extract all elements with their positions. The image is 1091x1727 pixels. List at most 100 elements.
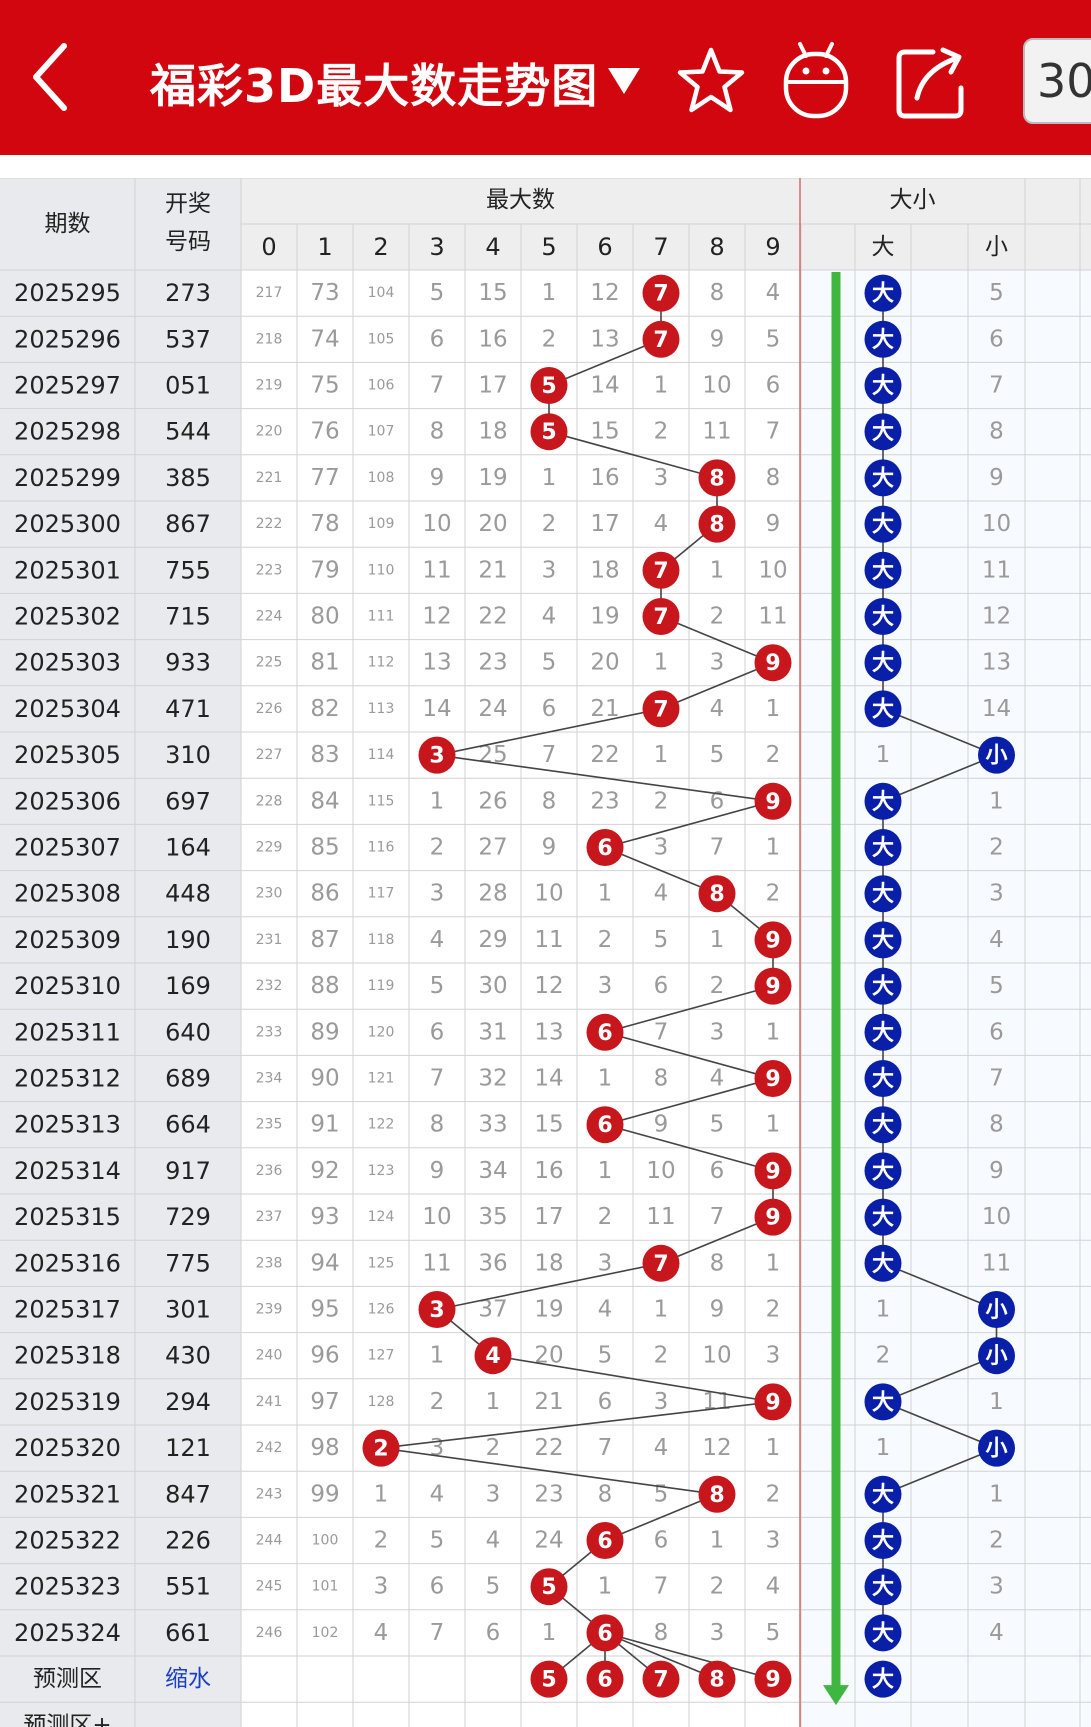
miss-value: 86	[310, 881, 339, 907]
row-draw-number: 867	[165, 510, 211, 538]
miss-value: 6	[766, 373, 781, 399]
small-miss-value: 2	[989, 1528, 1004, 1554]
svg-text:大: 大	[872, 1113, 894, 1138]
row-draw-number: 551	[165, 1573, 211, 1601]
miss-value: 2	[542, 326, 557, 352]
miss-value: 37	[478, 1297, 507, 1323]
header-draw-line1: 开奖	[165, 191, 211, 217]
header-digit-4: 4	[485, 233, 500, 261]
miss-value: 101	[312, 1579, 339, 1595]
miss-value: 14	[534, 1066, 563, 1092]
miss-value: 220	[256, 424, 283, 440]
miss-value: 34	[478, 1158, 507, 1184]
row-draw-number: 273	[165, 279, 211, 307]
miss-value: 21	[534, 1389, 563, 1415]
max-digit-ball: 7	[642, 598, 680, 635]
page-title[interactable]: 福彩3D最大数走势图	[150, 59, 599, 113]
miss-value: 229	[256, 840, 283, 856]
android-icon[interactable]	[780, 38, 852, 122]
miss-value: 10	[422, 1204, 451, 1230]
share-icon[interactable]	[893, 44, 969, 120]
miss-value: 3	[710, 1620, 725, 1646]
period-count-select[interactable]: 30	[1023, 38, 1091, 124]
miss-value: 83	[310, 742, 339, 768]
row-period: 2025317	[14, 1296, 121, 1324]
svg-text:大: 大	[872, 882, 894, 907]
row-period: 2025303	[14, 649, 121, 677]
miss-value: 3	[598, 1250, 613, 1276]
miss-value: 76	[310, 419, 339, 445]
miss-value: 11	[646, 1204, 675, 1230]
miss-value: 18	[478, 419, 507, 445]
max-digit-ball: 9	[754, 1152, 792, 1190]
miss-value: 218	[256, 331, 283, 347]
svg-text:9: 9	[765, 928, 780, 953]
miss-value: 87	[310, 927, 339, 953]
svg-text:9: 9	[765, 1206, 780, 1231]
miss-value: 11	[422, 557, 451, 583]
row-period: 2025311	[14, 1018, 121, 1046]
miss-value: 80	[310, 604, 339, 630]
row-draw-number: 661	[165, 1619, 211, 1647]
shrink-link[interactable]: 缩水	[165, 1666, 211, 1692]
svg-text:小: 小	[985, 1298, 1007, 1323]
miss-value: 1	[766, 1250, 781, 1276]
row-draw-number: 689	[165, 1065, 211, 1093]
trend-table: 期数 开奖 号码 最大数 大小 0 1 2 3 4 5 6 7 8 9 大小 2025295 273 217 73 10…	[0, 178, 1091, 1727]
miss-value: 2	[542, 511, 557, 537]
miss-value: 1	[766, 1435, 781, 1461]
star-icon[interactable]	[676, 46, 746, 114]
back-arrow-icon[interactable]	[30, 42, 70, 112]
size-area-bg	[800, 270, 1091, 1727]
max-digit-ball: 9	[754, 1060, 792, 1097]
miss-value: 227	[256, 747, 283, 763]
big-ball: 大	[864, 1060, 902, 1097]
svg-text:大: 大	[872, 1252, 894, 1277]
max-digit-ball: 7	[642, 690, 680, 728]
max-digit-ball: 3	[418, 1291, 456, 1328]
miss-value: 2	[766, 742, 781, 768]
miss-value: 75	[310, 373, 339, 399]
miss-value: 9	[710, 1297, 725, 1323]
small-miss-value: 7	[989, 1066, 1004, 1092]
miss-value: 33	[478, 1112, 507, 1138]
row-period: 2025314	[14, 1157, 121, 1185]
big-ball: 大	[864, 921, 902, 959]
miss-value: 4	[598, 1297, 613, 1323]
row-draw-number: 226	[165, 1527, 211, 1555]
small-miss-value: 1	[989, 1389, 1004, 1415]
header-digit-7: 7	[653, 233, 668, 261]
miss-value: 8	[710, 1250, 725, 1276]
grid-lines	[0, 178, 1091, 1727]
miss-value: 21	[478, 557, 507, 583]
row-draw-number: 385	[165, 464, 211, 492]
row-period: 2025321	[14, 1480, 121, 1508]
miss-value: 230	[256, 886, 283, 902]
row-draw-number: 164	[165, 834, 211, 862]
svg-text:大: 大	[872, 1067, 894, 1092]
max-trend-line	[380, 293, 774, 1680]
row-period: 2025305	[14, 741, 121, 769]
miss-value: 3	[766, 1528, 781, 1554]
row-draw-number: 448	[165, 880, 211, 908]
svg-text:大: 大	[872, 605, 894, 630]
miss-value: 10	[534, 881, 563, 907]
miss-value: 4	[654, 1435, 669, 1461]
max-digit-ball: 9	[754, 782, 792, 820]
row-period: 2025310	[14, 972, 121, 1000]
triangle-down-icon[interactable]	[606, 66, 642, 98]
miss-value: 6	[654, 1528, 669, 1554]
miss-value: 4	[430, 927, 445, 953]
miss-value: 6	[430, 1019, 445, 1045]
max-digit-ball: 9	[754, 967, 792, 1005]
miss-value: 1	[542, 280, 557, 306]
small-miss-value: 3	[989, 1574, 1004, 1600]
big-ball: 大	[864, 551, 902, 589]
miss-value: 7	[710, 835, 725, 861]
miss-value: 10	[422, 511, 451, 537]
big-ball: 大	[864, 829, 902, 866]
svg-text:7: 7	[653, 559, 668, 584]
miss-value: 6	[542, 696, 557, 722]
max-digit-ball: 6	[586, 1013, 624, 1051]
big-ball: 大	[864, 1568, 902, 1606]
